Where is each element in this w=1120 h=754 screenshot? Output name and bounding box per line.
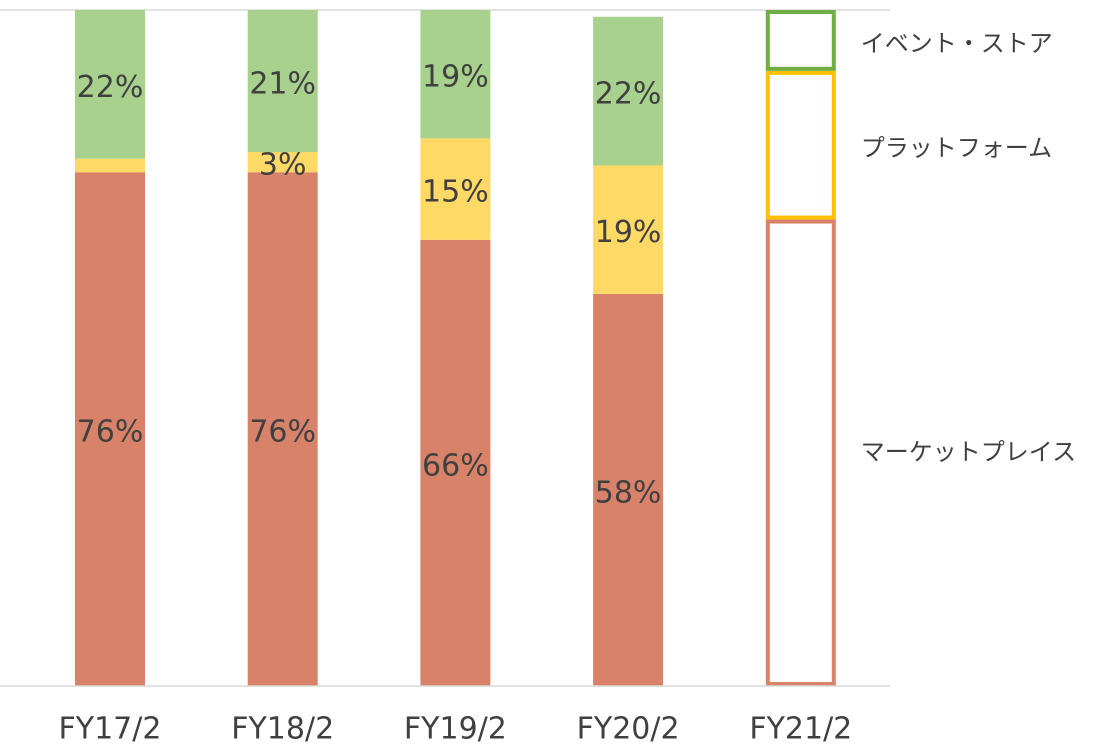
x-tick-label: FY21/2 [749,712,852,747]
bar-segment [420,10,491,139]
bar-segment [247,151,318,173]
bar-segment [765,219,836,686]
data-label: 19% [422,60,489,95]
data-label: 22% [77,70,144,105]
x-tick-label: FY20/2 [577,712,680,747]
legend-label: イベント・ストア [861,29,1053,57]
data-label: 76% [249,415,316,450]
data-label: 22% [595,77,662,112]
data-label: 3% [259,148,307,183]
bar-segment [247,172,318,687]
data-label: 15% [422,175,489,210]
data-label: 19% [595,215,662,250]
bar-segment [247,10,318,152]
bar-segment [75,10,145,159]
bar-segment [420,138,491,240]
legend-label: マーケットプレイス [861,438,1076,466]
bar-segment [75,172,145,687]
bar-segment [593,165,664,294]
legend-label: プラットフォーム [861,134,1052,162]
bar-segment [593,293,664,686]
bar-segment [593,16,664,166]
bar-segment [75,158,145,173]
bar-segment [420,239,491,686]
data-label: 58% [595,475,662,510]
x-tick-label: FY18/2 [231,712,334,747]
data-label: 21% [249,66,316,101]
x-tick-label: FY17/2 [59,712,162,747]
x-tick-label: FY19/2 [404,712,507,747]
bar-segment [765,70,836,220]
data-label: 76% [77,415,144,450]
data-label: 66% [422,448,489,483]
bar-segment [765,10,836,71]
